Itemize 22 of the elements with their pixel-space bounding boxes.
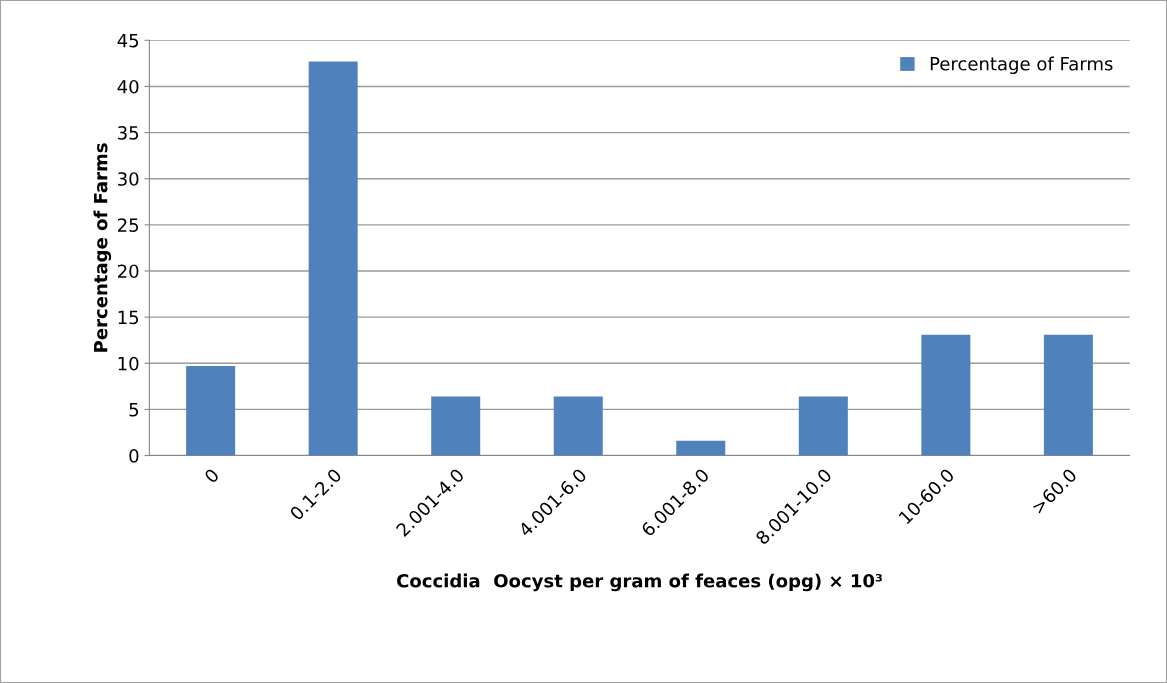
bar [553,396,603,456]
y-tick-label: 25 [118,218,139,232]
y-tick-label: 10 [118,356,139,371]
bar [798,396,848,456]
bar [1043,334,1093,456]
y-tick-label: 30 [118,172,139,186]
y-tick-label: 0 [129,449,139,463]
y-tick-label: 5 [129,403,139,417]
y-tick-label: 40 [117,79,139,94]
legend-label: Percentage of Farms [930,56,1113,75]
bar [186,366,236,456]
y-tick-label: 15 [118,310,139,325]
bar [308,61,358,456]
y-tick-label: 20 [118,264,139,279]
bar [431,396,481,456]
bar [676,440,726,456]
y-tick-label: 35 [118,126,139,140]
y-axis-title: Percentage of Farms [93,143,112,352]
x-axis-title: Coccidia Oocyst per gram of feaces (opg) × 10³ [397,573,882,592]
bar [921,334,971,456]
x-tick-label: 0 [203,467,220,484]
y-tick-label: 45 [117,33,139,48]
